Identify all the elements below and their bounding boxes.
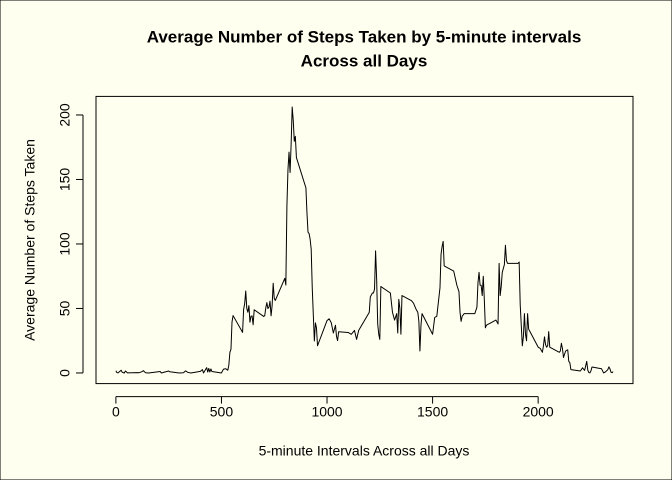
x-tick-label: 500 [210, 403, 234, 419]
y-tick-label: 200 [57, 103, 73, 127]
data-line [115, 106, 614, 374]
y-tick-label: 150 [57, 168, 73, 192]
x-tick-label: 1000 [311, 403, 342, 419]
x-tick-label: 1500 [417, 403, 448, 419]
y-tick-label: 50 [57, 300, 73, 316]
y-tick-label: 0 [57, 369, 73, 377]
x-tick-label: 0 [112, 403, 120, 419]
x-axis-label: 5-minute Intervals Across all Days [259, 443, 470, 459]
plot-frame [95, 95, 634, 385]
y-tick-label: 100 [57, 232, 73, 256]
chart-title: Average Number of Steps Taken by 5-minut… [147, 27, 582, 46]
chart-title: Across all Days [301, 51, 428, 70]
y-axis-label: Average Number of Steps Taken [22, 139, 38, 341]
x-tick-label: 2000 [523, 403, 554, 419]
